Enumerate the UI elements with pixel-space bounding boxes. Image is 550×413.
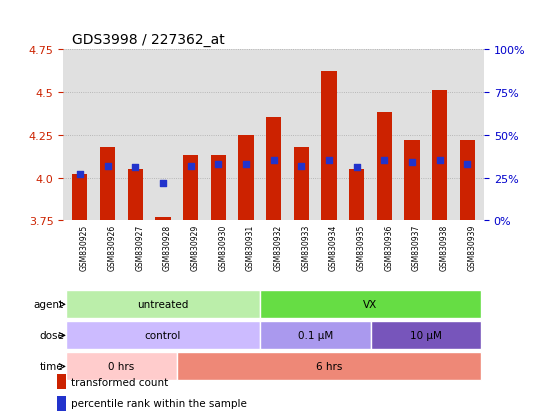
Bar [266, 118, 281, 221]
Text: GSM830934: GSM830934 [329, 224, 338, 271]
FancyBboxPatch shape [371, 322, 481, 349]
Text: 10 μM: 10 μM [410, 330, 442, 341]
Bar [155, 218, 170, 221]
Text: GSM830935: GSM830935 [356, 224, 366, 271]
Text: untreated: untreated [137, 299, 189, 310]
Text: GSM830933: GSM830933 [301, 224, 310, 271]
Bar [460, 140, 475, 221]
FancyBboxPatch shape [66, 353, 177, 380]
Bar [183, 156, 198, 221]
Point [158, 180, 167, 187]
Bar [57, 396, 67, 411]
Text: time: time [40, 361, 64, 372]
Point [241, 161, 250, 168]
Text: GSM830939: GSM830939 [468, 224, 476, 271]
Point [435, 158, 444, 164]
Point [408, 159, 416, 166]
Point [214, 161, 223, 168]
Point [324, 158, 333, 164]
Bar [211, 156, 226, 221]
Point [352, 164, 361, 171]
Bar [349, 170, 364, 221]
Text: dose: dose [39, 330, 64, 341]
Point [463, 161, 472, 168]
Bar [377, 113, 392, 221]
Text: GSM830927: GSM830927 [135, 224, 144, 271]
Bar [321, 72, 337, 221]
Text: GSM830930: GSM830930 [218, 224, 227, 271]
FancyBboxPatch shape [66, 291, 260, 318]
Text: 0 hrs: 0 hrs [108, 361, 135, 372]
Bar [294, 147, 309, 221]
Bar [404, 140, 420, 221]
FancyBboxPatch shape [177, 353, 481, 380]
Text: percentile rank within the sample: percentile rank within the sample [71, 399, 247, 408]
Text: GSM830925: GSM830925 [80, 224, 89, 271]
Text: GSM830928: GSM830928 [163, 224, 172, 271]
Bar [238, 135, 254, 221]
Text: GSM830932: GSM830932 [274, 224, 283, 271]
FancyBboxPatch shape [260, 291, 481, 318]
Text: GSM830929: GSM830929 [191, 224, 200, 271]
Text: transformed count: transformed count [71, 377, 168, 387]
Bar [432, 91, 447, 221]
Bar [100, 147, 115, 221]
Point [270, 158, 278, 164]
Text: agent: agent [34, 299, 64, 310]
Bar [57, 374, 67, 389]
Bar [72, 175, 87, 221]
Text: GSM830926: GSM830926 [108, 224, 117, 271]
Text: GSM830937: GSM830937 [412, 224, 421, 271]
Point [380, 158, 389, 164]
Text: GSM830936: GSM830936 [384, 224, 393, 271]
Text: GSM830938: GSM830938 [439, 224, 449, 271]
Text: 6 hrs: 6 hrs [316, 361, 342, 372]
Point [131, 164, 140, 171]
Text: GDS3998 / 227362_at: GDS3998 / 227362_at [72, 33, 224, 47]
FancyBboxPatch shape [260, 322, 371, 349]
Text: GSM830931: GSM830931 [246, 224, 255, 271]
Point [186, 163, 195, 169]
FancyBboxPatch shape [66, 322, 260, 349]
Point [297, 163, 306, 169]
Text: control: control [145, 330, 181, 341]
Bar [128, 170, 143, 221]
Text: VX: VX [364, 299, 378, 310]
Point [103, 163, 112, 169]
Point [75, 171, 84, 178]
Text: 0.1 μM: 0.1 μM [298, 330, 333, 341]
